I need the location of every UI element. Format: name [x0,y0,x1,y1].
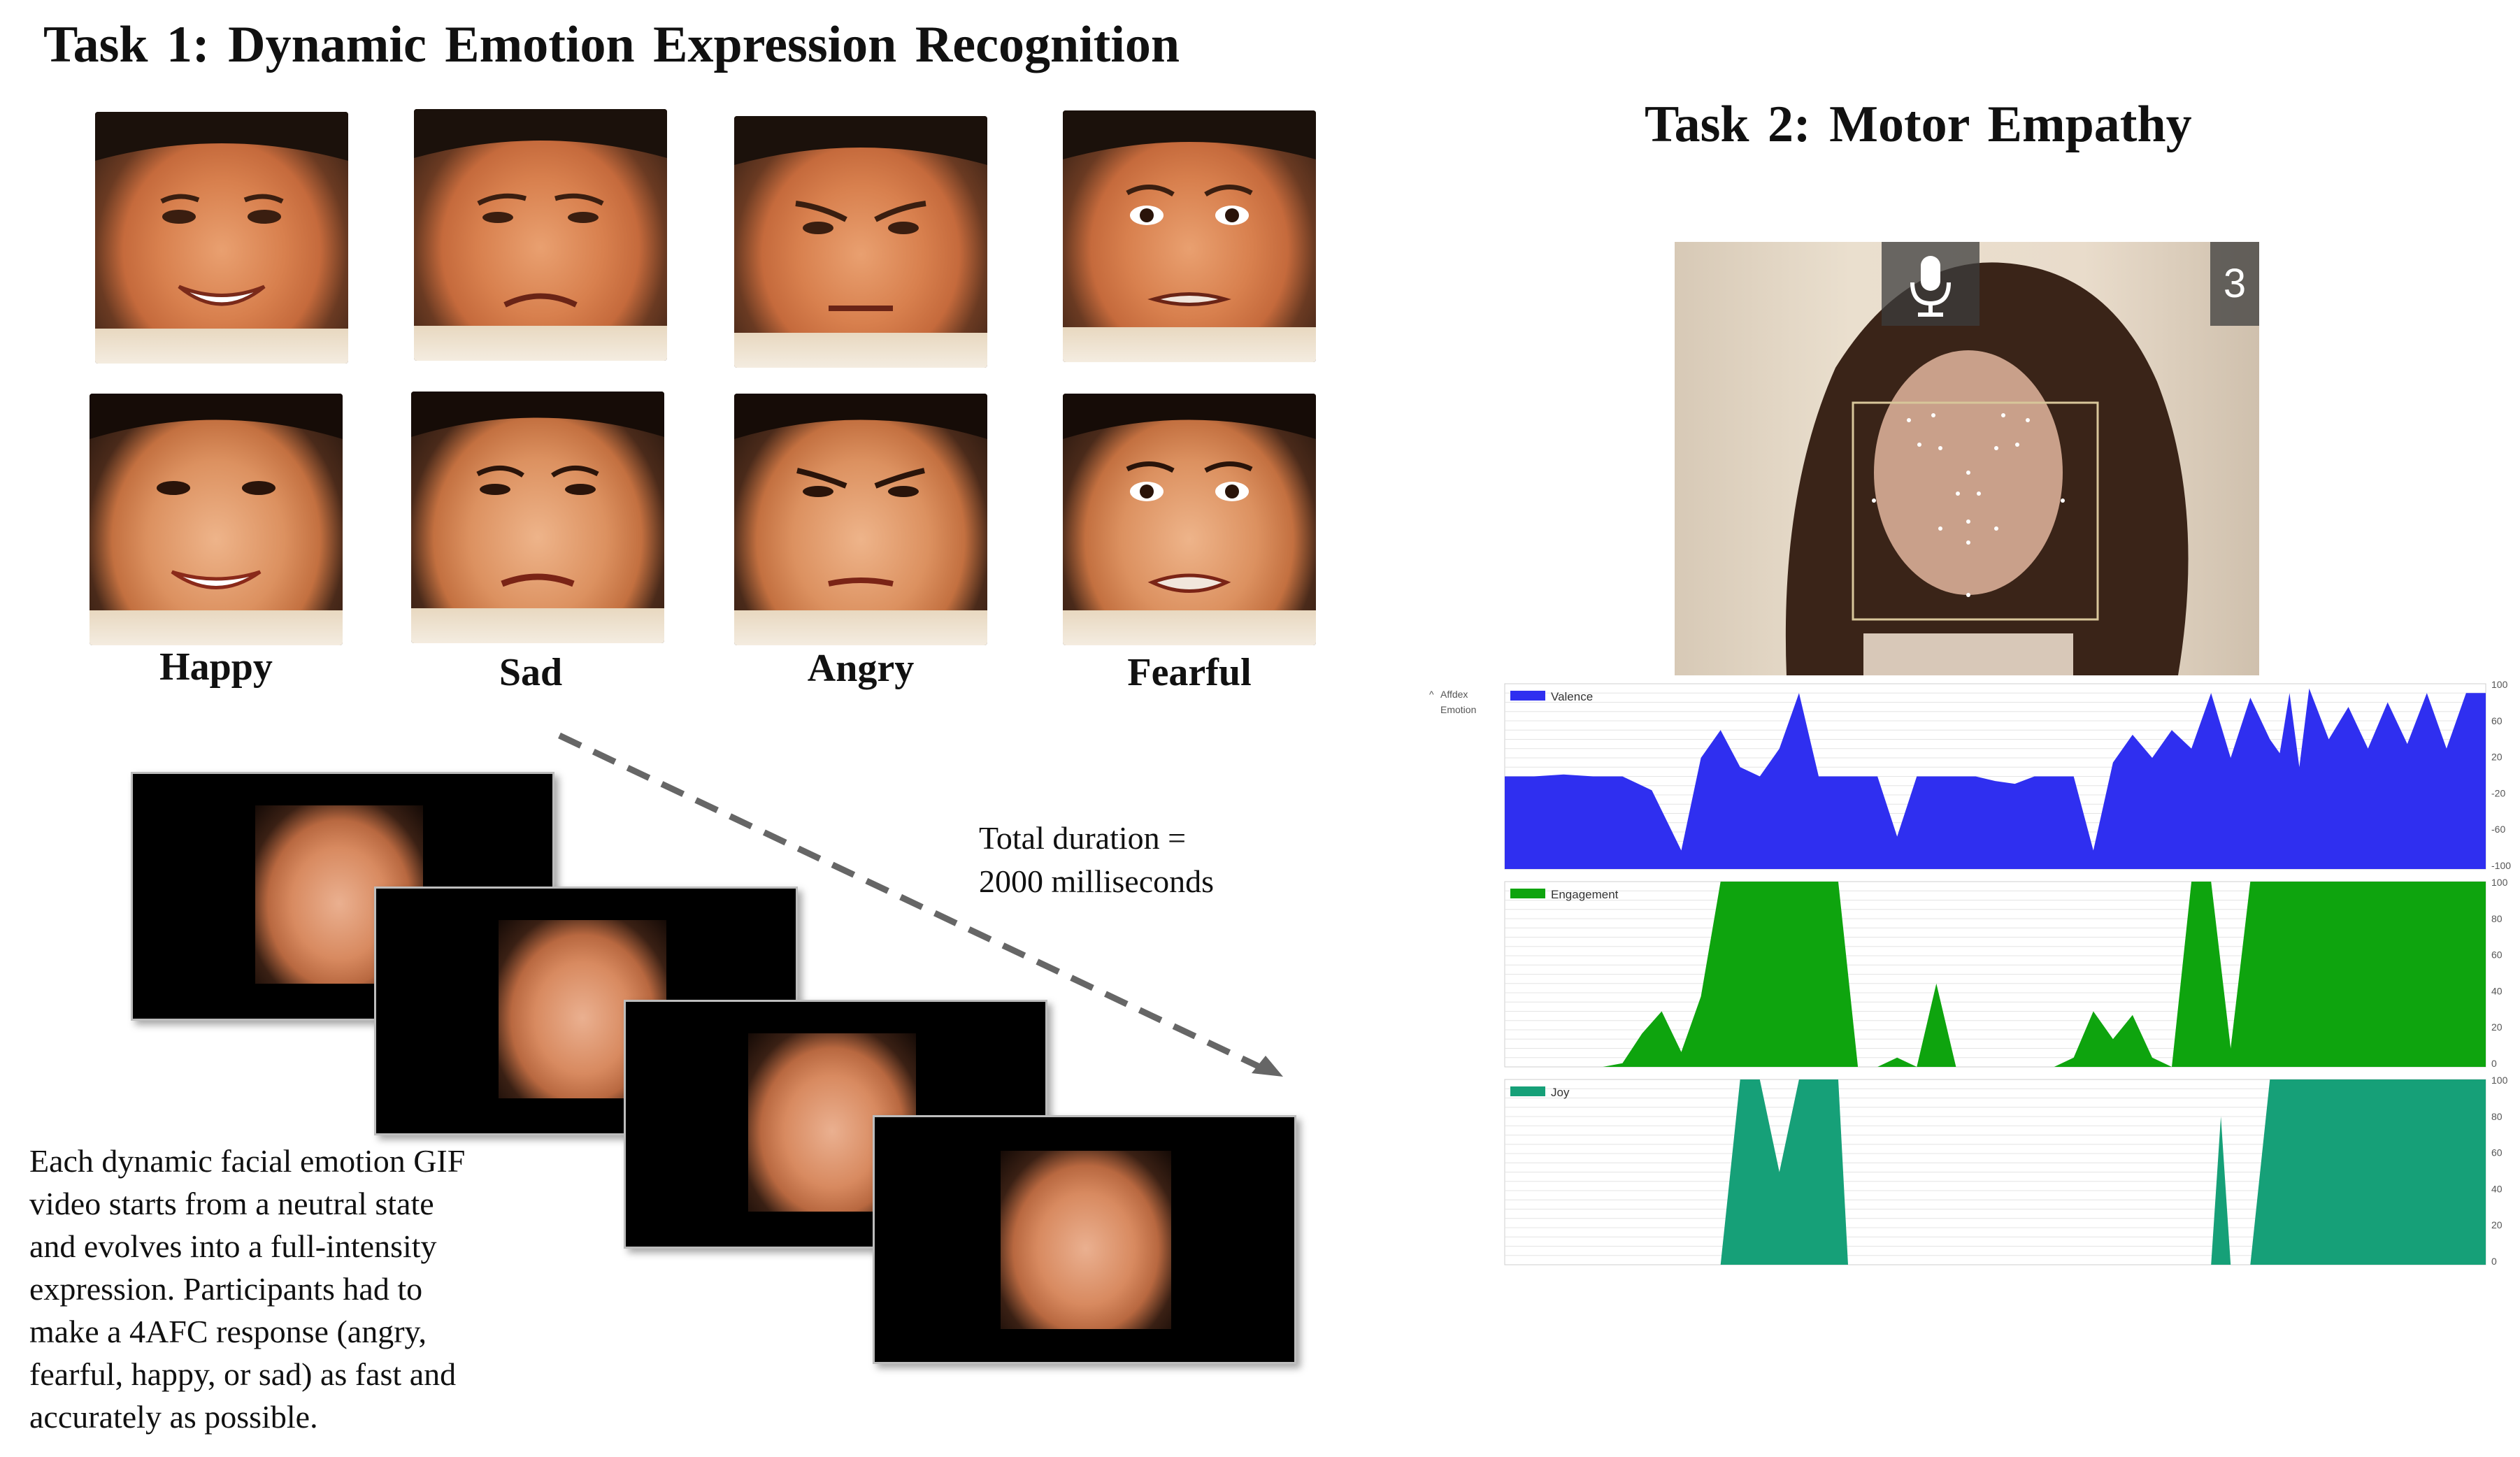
task1-description: Each dynamic facial emotion GIF video st… [29,1140,603,1438]
area-engagement [1505,882,2486,1067]
legend-label: Joy [1551,1086,1570,1099]
chart-engagement: Engagement 100 80 60 40 20 0 [1504,877,2508,1069]
side-label-1: Affdex [1440,689,1468,700]
desc-line: Each dynamic facial emotion GIF [29,1143,466,1179]
face-sad-female [411,392,664,643]
landmark-points [1872,413,2065,597]
face-features [95,112,348,306]
y-tick-label: -60 [2491,824,2505,835]
desc-line: video starts from a neutral state [29,1186,434,1221]
timeline-arrow [558,732,1283,1077]
duration-line-2: 2000 milliseconds [979,863,1215,899]
face-features [1063,110,1316,306]
face-features [411,392,664,587]
y-tick-label: 80 [2491,913,2503,924]
desc-line: expression. Participants had to [29,1271,423,1307]
desc-line: accurately as possible. [29,1399,318,1435]
y-tick-label: 100 [2491,1075,2508,1086]
webcam-view: 3 [1675,242,2259,675]
desc-line: fearful, happy, or sad) as fast and [29,1356,457,1392]
face-angry-male [734,116,987,368]
area-joy [1505,1079,2486,1265]
gif-frame-4 [873,1115,1296,1364]
face-fearful-female [1063,394,1316,645]
legend-swatch [1510,691,1545,701]
face-features [1063,394,1316,593]
face-features [90,394,343,589]
microphone-button[interactable] [1882,242,1980,326]
microphone-icon [1910,256,1951,317]
task2-title: Task 2: Motor Empathy [1645,96,2192,153]
y-tick-label: 20 [2491,752,2503,763]
duration-line-1: Total duration = [979,820,1187,856]
legend-swatch [1510,1086,1545,1096]
legend-swatch [1510,889,1545,898]
collapse-icon[interactable]: ^ [1429,689,1434,700]
y-tick-label: 60 [2491,949,2503,961]
task1-title: Task 1: Dynamic Emotion Expression Recog… [43,16,1180,73]
face-features [734,116,987,311]
y-tick-label: -20 [2491,787,2505,798]
emotion-charts-svg: Affdex Emotion ^ Valence 100 60 20 -20 -60 -10… [1429,679,2511,1267]
webcam-subject [1785,262,2189,675]
legend-label: Valence [1551,690,1593,703]
legend-label: Engagement [1551,888,1619,901]
y-tick-label: 60 [2491,1147,2503,1158]
y-tick-label: 60 [2491,715,2503,726]
label-happy: Happy [159,645,273,689]
face-features [734,394,987,587]
emotion-charts: Affdex Emotion ^ Valence 100 60 20 -20 -60 -10… [1419,678,2517,1279]
y-tick-label: 0 [2491,1256,2497,1267]
y-tick-label: 20 [2491,1021,2503,1033]
face-fearful-male [1063,110,1316,362]
face-angry-female [734,394,987,645]
face-happy-female [90,394,343,645]
y-tick-label: 100 [2491,877,2508,888]
y-tick-label: 100 [2491,679,2508,690]
y-tick-label: 0 [2491,1058,2497,1069]
area-valence [1505,688,2486,869]
face-features [414,109,667,308]
label-fearful: Fearful [1127,651,1252,694]
y-tick-label: 40 [2491,985,2503,996]
frame-face [1001,1151,1171,1329]
y-tick-label: 20 [2491,1219,2503,1230]
face-sad-male [414,109,667,361]
chart-valence: Valence 100 60 20 -20 -60 -100 [1504,679,2511,871]
y-tick-label: 40 [2491,1183,2503,1194]
label-sad: Sad [499,651,563,694]
desc-line: make a 4AFC response (angry, [29,1314,427,1349]
desc-line: and evolves into a full-intensity [29,1228,437,1264]
label-angry: Angry [807,647,915,690]
face-happy-male [95,112,348,364]
frame-counter: 3 [2210,242,2259,326]
y-tick-label: 80 [2491,1111,2503,1122]
side-label-2: Emotion [1440,704,1476,715]
y-tick-label: -100 [2491,860,2511,871]
chart-joy: Joy 100 80 60 40 20 0 [1504,1075,2508,1267]
duration-note: Total duration = 2000 milliseconds [979,817,1214,903]
